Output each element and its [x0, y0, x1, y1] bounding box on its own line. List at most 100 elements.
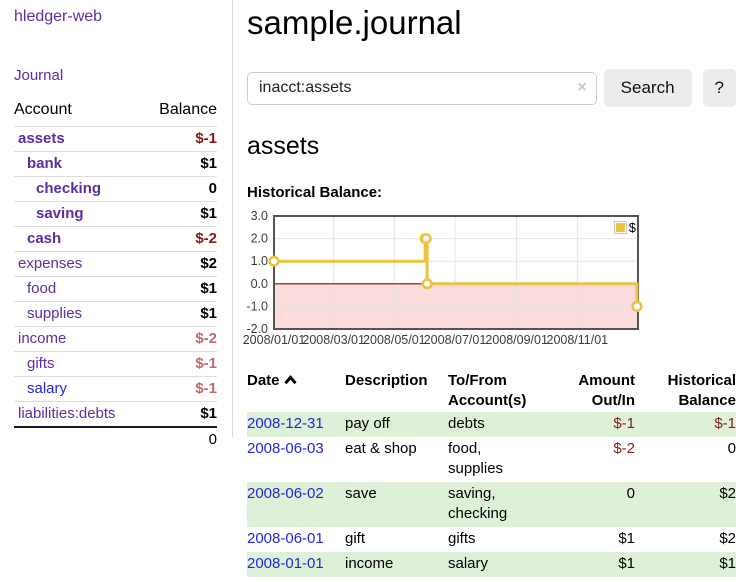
accounts-table-header: Account Balance	[14, 98, 217, 127]
legend-swatch-icon	[613, 221, 627, 234]
account-row: checking 0	[14, 176, 217, 202]
account-column-header: Account	[14, 101, 72, 118]
date-column-header[interactable]: Date	[247, 370, 345, 412]
account-heading: assets	[247, 132, 320, 160]
register-table: Date Description To/From Account(s) Amou…	[247, 370, 736, 577]
account-link[interactable]: cash	[27, 230, 62, 247]
transaction-row: 2008-06-02 save saving, checking 0 $2	[247, 482, 736, 527]
account-link[interactable]: food	[27, 280, 57, 297]
transaction-amount: $-1	[613, 415, 635, 432]
chart-canvas: 3.0 2.0 1.0 0.0 -1.0 -2.02008/01/012008/03/01…	[243, 209, 643, 347]
account-link[interactable]: checking	[36, 180, 102, 197]
svg-text:-1.0: -1.0	[246, 299, 268, 313]
sidebar: hledger-web Journal Account Balance asse…	[0, 0, 233, 452]
transaction-balance: $2	[719, 530, 736, 547]
accounts-table: Account Balance assets $-1 bank $1 checking 0…	[14, 98, 217, 452]
svg-text:2008/07/01: 2008/07/01	[424, 333, 487, 347]
transaction-description: save	[345, 485, 377, 502]
account-balance: 0	[143, 176, 217, 202]
account-row: assets $-1	[14, 126, 217, 152]
account-balance: $-1	[143, 126, 217, 152]
svg-text:0.0: 0.0	[251, 277, 268, 291]
balance-column-header-main: Historical Balance	[667, 372, 736, 409]
description-column-header: Description	[345, 372, 428, 389]
transaction-balance: $2	[719, 485, 736, 502]
account-row: bank $1	[14, 151, 217, 177]
transaction-amount: $1	[618, 555, 635, 572]
account-row: expenses $2	[14, 251, 217, 277]
svg-text:2008/03/01: 2008/03/01	[302, 333, 365, 347]
account-link[interactable]: liabilities:debts	[18, 405, 116, 422]
page-title: sample.journal	[247, 4, 462, 41]
transaction-row: 2008-06-03 eat & shop food, supplies $-2 0	[247, 437, 736, 482]
transaction-amount: $1	[618, 530, 635, 547]
app-brand-link[interactable]: hledger-web	[14, 8, 103, 25]
search-form: × Search ?	[247, 69, 736, 107]
account-balance: $-2	[143, 226, 217, 252]
transaction-date-link[interactable]: 2008-01-01	[247, 555, 324, 572]
transaction-accounts: debts	[448, 415, 485, 432]
account-balance: $-1	[143, 351, 217, 377]
svg-text:-2.0: -2.0	[246, 322, 268, 336]
account-row: gifts $-1	[14, 351, 217, 377]
sidebar-item-journal[interactable]: Journal	[14, 67, 64, 84]
chevron-up-icon	[283, 375, 297, 385]
transaction-date-link[interactable]: 2008-06-02	[247, 485, 324, 502]
chart-legend: $	[613, 220, 636, 235]
help-button[interactable]: ?	[702, 69, 736, 107]
account-link[interactable]: bank	[27, 155, 63, 172]
transaction-date-link[interactable]: 2008-12-31	[247, 415, 324, 432]
amount-column-header: Amount Out/In	[578, 372, 635, 409]
main-content: sample.journal × Search ? assets Histori…	[243, 0, 736, 577]
account-balance: $1	[143, 401, 217, 427]
account-link[interactable]: gifts	[27, 355, 55, 372]
account-balance: $1	[143, 301, 217, 327]
transaction-accounts: gifts	[448, 530, 476, 547]
account-row: salary $-1	[14, 376, 217, 402]
clear-search-icon[interactable]: ×	[577, 78, 587, 96]
transaction-balance: 0	[727, 440, 736, 457]
svg-text:2008/11/01: 2008/11/01	[547, 333, 609, 347]
transaction-accounts: food, supplies	[448, 440, 504, 477]
transaction-description: income	[345, 555, 394, 572]
transaction-row: 2008-12-31 pay off debts $-1 $-1	[247, 412, 736, 437]
accounts-column-header: To/From Account(s)	[448, 372, 527, 409]
account-link[interactable]: saving	[36, 205, 84, 222]
chart-title: Historical Balance:	[247, 184, 383, 201]
account-balance: $1	[143, 201, 217, 227]
account-row: liabilities:debts $1	[14, 401, 217, 427]
account-link[interactable]: expenses	[18, 255, 83, 272]
account-balance: $2	[143, 251, 217, 277]
svg-text:1.0: 1.0	[251, 254, 268, 268]
transaction-row: 2008-01-01 income salary $1 $1	[247, 552, 736, 577]
account-link[interactable]: income	[18, 330, 67, 347]
account-row: cash $-2	[14, 226, 217, 252]
account-row: income $-2	[14, 326, 217, 352]
account-link[interactable]: supplies	[27, 305, 83, 322]
transaction-date-link[interactable]: 2008-06-03	[247, 440, 324, 457]
account-row: saving $1	[14, 201, 217, 227]
transaction-date-link[interactable]: 2008-06-01	[247, 530, 324, 547]
legend-label: $	[628, 220, 636, 235]
transaction-accounts: salary	[448, 555, 489, 572]
historical-balance-chart: 3.0 2.0 1.0 0.0 -1.0 -2.0 2008/01/01 2008/03/01…	[243, 209, 644, 351]
accounts-total-row: 0	[14, 426, 217, 452]
transaction-row: 2008-06-01 gift gifts $1 $2	[247, 527, 736, 552]
account-balance: $-1	[143, 376, 217, 402]
search-input[interactable]	[247, 71, 597, 105]
search-button[interactable]: Search	[603, 69, 692, 107]
account-link[interactable]: salary	[27, 380, 68, 397]
transaction-description: pay off	[345, 415, 390, 432]
svg-text:3.0: 3.0	[251, 209, 268, 223]
transaction-description: eat & shop	[345, 440, 417, 457]
transaction-description: gift	[345, 530, 366, 547]
accounts-total-value: 0	[143, 426, 217, 452]
account-balance: $1	[143, 276, 217, 302]
transaction-accounts: saving, checking	[448, 485, 508, 522]
balance-column-header: Balance	[159, 101, 217, 118]
account-link[interactable]: assets	[18, 130, 65, 147]
svg-text:2008/05/01: 2008/05/01	[363, 333, 426, 347]
transaction-balance: $1	[719, 555, 736, 572]
transaction-balance: $-1	[714, 415, 736, 432]
register-table-header: Date Description To/From Account(s) Amou…	[247, 370, 736, 412]
